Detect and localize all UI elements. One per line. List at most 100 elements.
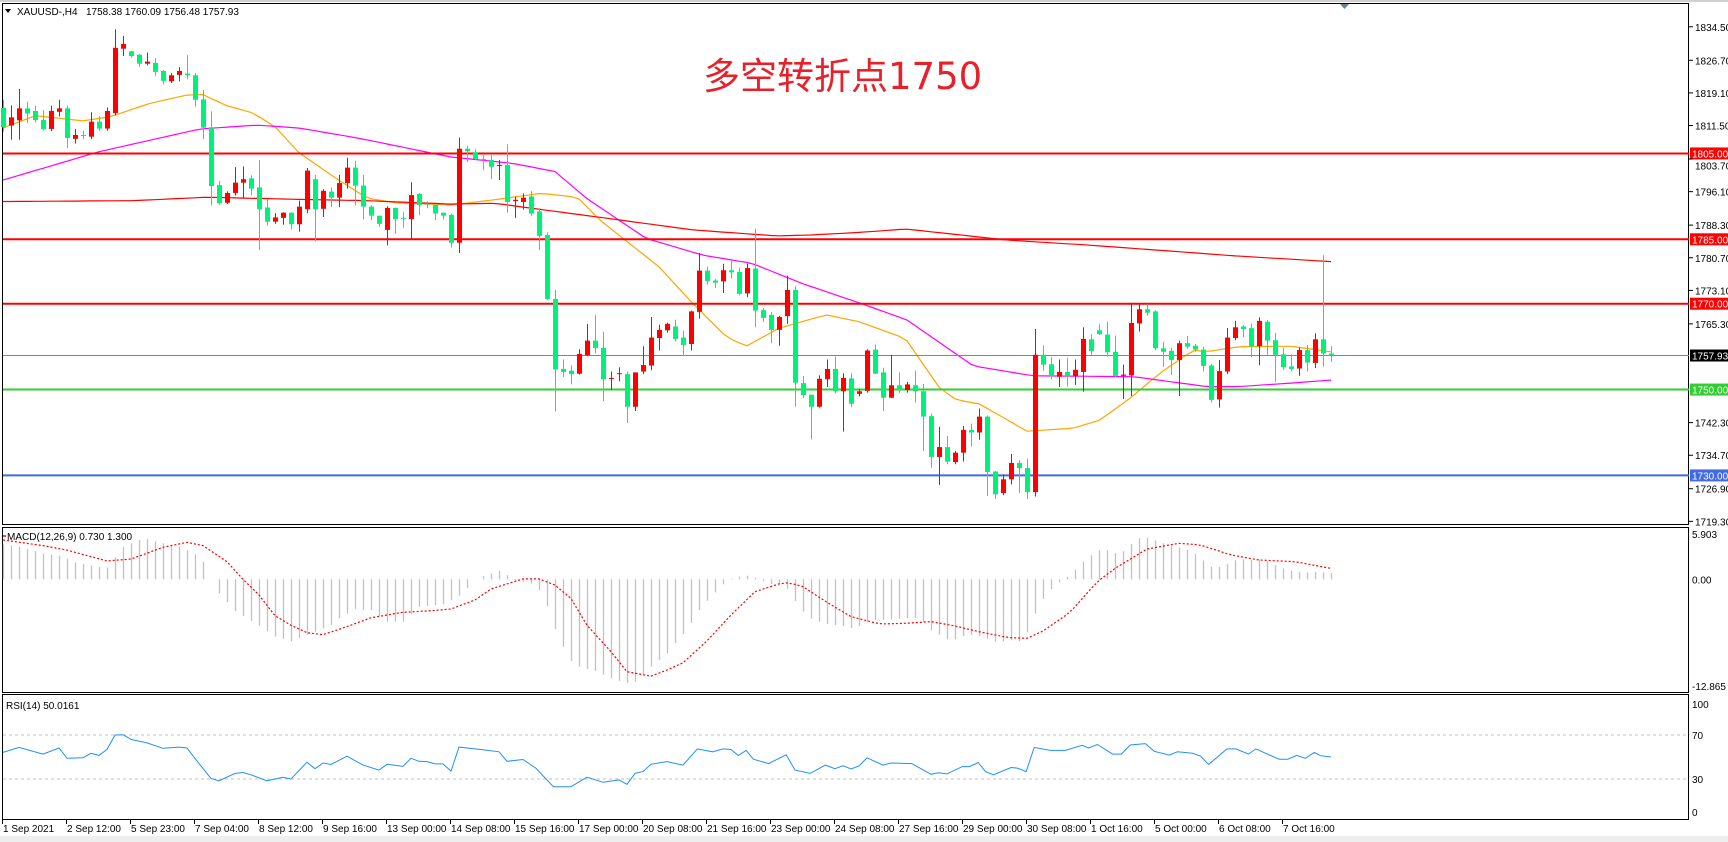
- candle-bearish: [713, 278, 718, 288]
- candle-body: [473, 152, 478, 160]
- candle-bearish: [929, 413, 934, 468]
- candle-bearish: [417, 192, 422, 216]
- candle-body: [449, 214, 454, 243]
- price-level-label: 1757.93: [1692, 352, 1728, 363]
- candle-bearish: [913, 370, 918, 403]
- candle-body: [409, 195, 414, 220]
- candle-bearish: [465, 145, 470, 163]
- candle-body: [753, 268, 758, 311]
- candle-body: [377, 215, 382, 224]
- candle-body: [785, 289, 790, 317]
- rsi-axis-label: 100: [1692, 700, 1709, 711]
- candle-body: [1001, 479, 1006, 494]
- rsi-line: [2, 734, 1332, 788]
- candle-bullish: [513, 196, 518, 218]
- candle-bullish: [273, 213, 278, 224]
- candle-body: [937, 447, 942, 457]
- candle-bullish: [345, 157, 350, 189]
- candle-bearish: [1025, 458, 1030, 500]
- candle-bullish: [649, 317, 654, 371]
- time-axis-label: 8 Sep 12:00: [259, 824, 313, 835]
- time-axis-label: 23 Sep 00:00: [771, 824, 831, 835]
- candle-body: [265, 207, 270, 222]
- candle-body: [857, 391, 862, 394]
- candle-bearish: [249, 175, 254, 196]
- candle-body: [17, 108, 22, 121]
- price-level-label: 1770.00: [1692, 300, 1728, 311]
- candle-bearish: [81, 130, 86, 140]
- candle-bearish: [1049, 356, 1054, 380]
- candle-body: [9, 117, 14, 126]
- candle-body: [345, 167, 350, 184]
- price-axis-label: 1826.70: [1695, 56, 1728, 67]
- candle-body: [801, 383, 806, 396]
- candle-bearish: [1273, 332, 1278, 382]
- candle-body: [977, 416, 982, 433]
- candle-bearish: [209, 111, 214, 206]
- candle-bearish: [553, 289, 558, 412]
- candle-bearish: [329, 187, 334, 208]
- candle-bullish: [633, 372, 638, 412]
- candle-body: [1265, 321, 1270, 341]
- candle-bullish: [609, 371, 614, 390]
- candle-bullish: [1009, 453, 1014, 485]
- candle-body: [513, 199, 518, 202]
- candle-bullish: [777, 315, 782, 346]
- candle-body: [241, 179, 246, 183]
- candle-bearish: [1017, 459, 1022, 494]
- candle-body: [505, 165, 510, 202]
- candle-body: [297, 206, 302, 225]
- candle-body: [537, 211, 542, 236]
- candle-bearish: [401, 212, 406, 228]
- candle-body: [1113, 351, 1118, 376]
- candle-body: [737, 271, 742, 294]
- candle-bullish: [905, 381, 910, 393]
- candle-body: [649, 337, 654, 366]
- candle-bullish: [145, 52, 150, 66]
- candle-bearish: [1097, 324, 1102, 336]
- candle-bearish: [1241, 325, 1246, 338]
- candle-bearish: [593, 315, 598, 354]
- rsi-axis-label: 70: [1692, 731, 1704, 742]
- candle-body: [881, 372, 886, 398]
- annotation-text: 多空转折点1750: [703, 55, 982, 98]
- candle-bullish: [9, 105, 14, 140]
- candle-bearish: [849, 373, 854, 408]
- candle-bearish: [1185, 335, 1190, 349]
- candle-bearish: [569, 365, 574, 385]
- candle-bullish: [113, 29, 118, 116]
- price-level-tag: [1690, 147, 1728, 160]
- rsi-panel[interactable]: [2, 694, 1689, 820]
- candle-bearish: [833, 356, 838, 394]
- candle-body: [489, 159, 494, 167]
- candle-body: [57, 108, 62, 112]
- candle-body: [993, 471, 998, 495]
- time-axis-label: 2 Sep 12:00: [67, 824, 121, 835]
- candle-body: [713, 280, 718, 283]
- candle-body: [969, 429, 974, 433]
- candle-bullish: [409, 182, 414, 239]
- price-axis-label: 1765.30: [1695, 320, 1728, 331]
- main-price-panel[interactable]: [2, 3, 1689, 525]
- candle-bearish: [1289, 354, 1294, 372]
- moving-average-line-ma-slow: [3, 196, 1332, 263]
- candle-body: [617, 373, 622, 375]
- candle-body: [673, 326, 678, 339]
- chart-shift-marker-icon[interactable]: [1340, 4, 1349, 9]
- candle-body: [913, 385, 918, 392]
- candle-body: [953, 452, 958, 463]
- candle-body: [225, 192, 230, 203]
- macd-panel[interactable]: [2, 527, 1689, 693]
- candle-bearish: [161, 70, 166, 85]
- candle-bullish: [721, 263, 726, 293]
- candle-bearish: [1105, 321, 1110, 357]
- candle-bullish: [457, 137, 462, 254]
- candle-body: [945, 447, 950, 462]
- rsi-axis-label: 30: [1692, 775, 1704, 786]
- candle-bearish: [1329, 346, 1334, 362]
- candle-bullish: [233, 167, 238, 196]
- time-axis-label: 13 Sep 00:00: [387, 824, 447, 835]
- chart-menu-triangle-icon[interactable]: [5, 9, 11, 13]
- price-axis-label: 1803.70: [1695, 161, 1728, 172]
